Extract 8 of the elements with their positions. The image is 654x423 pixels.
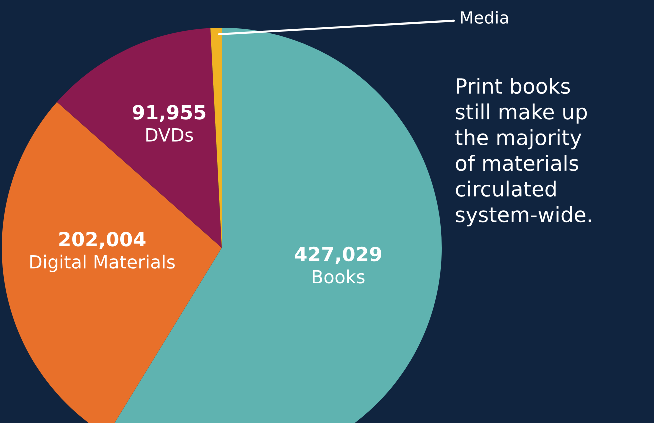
data-label: 427,029 <box>295 246 382 264</box>
slice-label: Digital Materials <box>30 254 175 272</box>
data-label: 91,955 <box>132 105 206 122</box>
slice-label: Books <box>313 270 365 284</box>
slice-label: DVDs <box>146 128 194 142</box>
text: Print books still make up the majority of materials circulated system-wide. <box>456 78 592 227</box>
slice-label: Media <box>461 11 508 24</box>
data-label: 202,004 <box>60 232 146 250</box>
